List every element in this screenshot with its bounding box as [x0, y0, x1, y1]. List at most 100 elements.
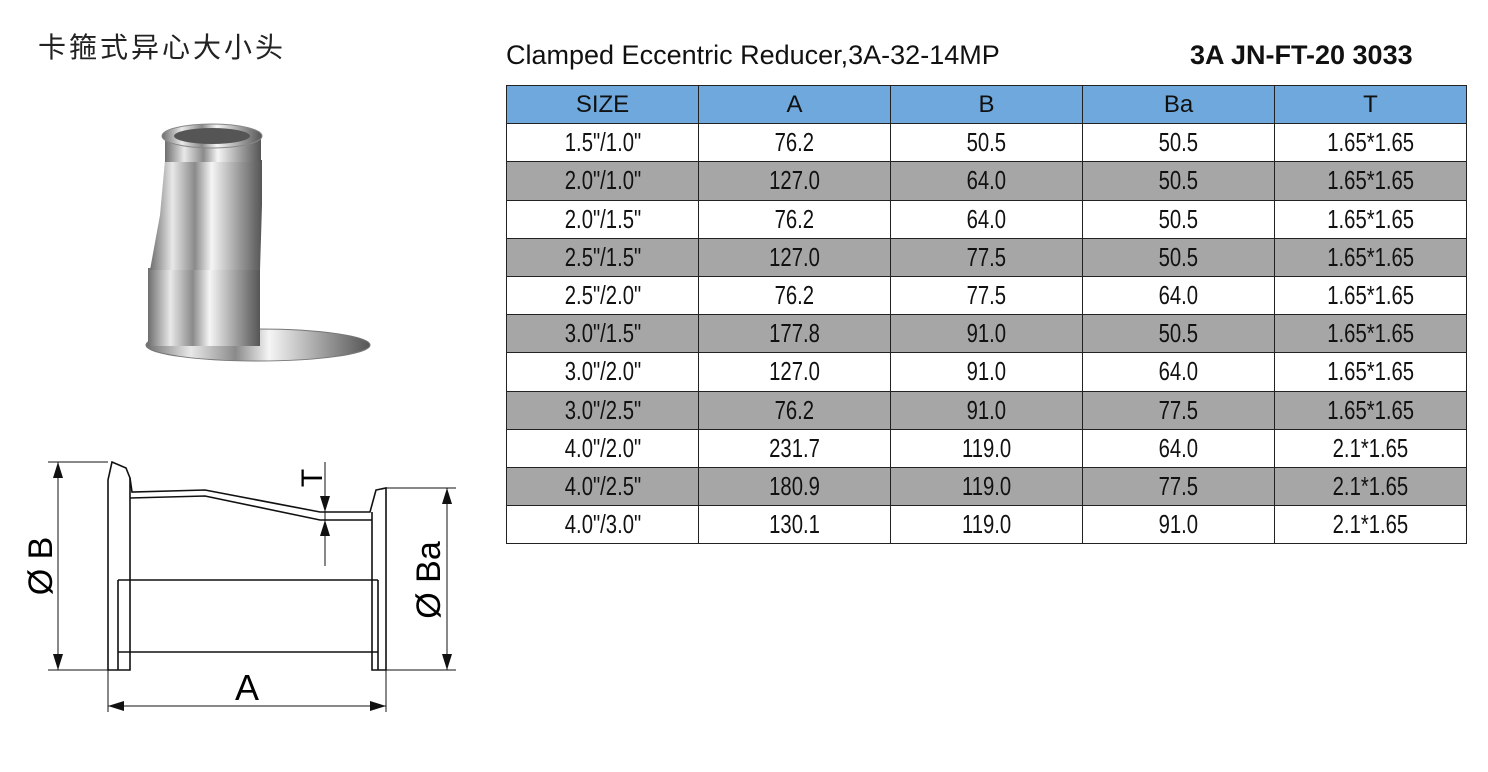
table-cell: 77.5: [890, 237, 1083, 277]
table-row: 2.5"/2.0" 76.2 77.5 64.0 1.65*1.65: [506, 275, 1467, 316]
table-cell: 77.5: [1082, 466, 1275, 507]
table-cell: SIZE: [506, 84, 699, 125]
table-cell: 76.2: [698, 390, 891, 430]
cell-text: 119.0: [961, 470, 1012, 501]
table-cell: 77.5: [890, 275, 1083, 316]
table-cell: 77.5: [1082, 390, 1275, 430]
table-cell: 2.1*1.65: [1274, 428, 1467, 468]
table-cell: 2.1*1.65: [1274, 466, 1467, 507]
table-cell: 1.65*1.65: [1274, 199, 1467, 239]
cell-text: 50.5: [1158, 318, 1199, 349]
table-row: 4.0"/3.0" 130.1 119.0 91.0 2.1*1.65: [506, 505, 1467, 545]
cell-text: 127.0: [769, 241, 820, 272]
table-cell: 50.5: [1082, 123, 1275, 163]
table-cell: 2.1*1.65: [1274, 505, 1467, 545]
table-cell: 50.5: [1082, 199, 1275, 239]
cell-text: 76.2: [774, 203, 815, 234]
cell-text: 50.5: [1158, 165, 1199, 196]
cell-text: 2.1*1.65: [1332, 470, 1409, 501]
cell-text: 1.65*1.65: [1327, 394, 1414, 425]
cell-text: 64.0: [1158, 432, 1199, 463]
label-ba: Ø Ba: [410, 541, 448, 619]
table-cell: 50.5: [1082, 161, 1275, 201]
cell-text: 2.1*1.65: [1332, 509, 1409, 540]
cell-text: 127.0: [769, 356, 820, 387]
table-cell: 119.0: [890, 466, 1083, 507]
table-cell: 91.0: [890, 390, 1083, 430]
table-cell: 50.5: [1082, 237, 1275, 277]
cell-text: SIZE: [575, 90, 630, 118]
table-cell: 2.0"/1.0": [506, 161, 699, 201]
table-cell: 2.0"/1.5": [506, 199, 699, 239]
cell-text: 77.5: [966, 280, 1007, 311]
cell-text: 177.8: [769, 318, 820, 349]
table-cell: A: [698, 84, 891, 125]
cell-text: 64.0: [966, 203, 1007, 234]
cell-text: 119.0: [961, 432, 1012, 463]
table-cell: 2.5"/1.5": [506, 237, 699, 277]
table-cell: 76.2: [698, 123, 891, 163]
table-cell: 76.2: [698, 275, 891, 316]
table-cell: 64.0: [1082, 352, 1275, 392]
cell-text: 91.0: [1158, 509, 1199, 540]
table-cell: 1.65*1.65: [1274, 123, 1467, 163]
cell-text: 1.65*1.65: [1327, 356, 1414, 387]
table-row: 1.5"/1.0" 76.2 50.5 50.5 1.65*1.65: [506, 123, 1467, 163]
cell-text: Ba: [1163, 90, 1194, 118]
cell-text: 1.65*1.65: [1327, 280, 1414, 311]
cell-text: 91.0: [966, 318, 1007, 349]
cell-text: 76.2: [774, 280, 815, 311]
cell-text: 3.0"/1.5": [564, 318, 641, 349]
table-cell: 4.0"/2.0": [506, 428, 699, 468]
header-row: SIZE A B Ba T: [506, 84, 1467, 125]
title: Clamped Eccentric Reducer,3A-32-14MP: [506, 40, 1000, 70]
cell-text: 4.0"/3.0": [564, 509, 641, 540]
cell-text: 2.0"/1.5": [564, 203, 641, 234]
cell-text: 50.5: [1158, 241, 1199, 272]
table-row: 2.5"/1.5" 127.0 77.5 50.5 1.65*1.65: [506, 237, 1467, 277]
cell-text: 3.0"/2.0": [564, 356, 641, 387]
table-cell: B: [890, 84, 1083, 125]
table-cell: 177.8: [698, 314, 891, 354]
table-cell: 50.5: [890, 123, 1083, 163]
cell-text: 1.65*1.65: [1327, 241, 1414, 272]
table-cell: 91.0: [890, 352, 1083, 392]
cell-text: 1.5"/1.0": [564, 127, 641, 158]
spec-table: SIZE A B Ba T 1.5"/1.0" 76.2 50.5 50.5 1.65*1.65 2…: [506, 84, 1467, 545]
table-cell: 127.0: [698, 352, 891, 392]
arrowheads: [53, 462, 452, 711]
label-b: Ø B: [22, 537, 60, 596]
cell-text: B: [978, 90, 995, 118]
table-cell: 1.65*1.65: [1274, 314, 1467, 354]
cell-text: 1.65*1.65: [1327, 203, 1414, 234]
table-row: 3.0"/2.5" 76.2 91.0 77.5 1.65*1.65: [506, 390, 1467, 430]
cell-text: 180.9: [769, 470, 820, 501]
cell-text: 50.5: [966, 127, 1007, 158]
cell-text: 2.0"/1.0": [564, 165, 641, 196]
cell-text: 77.5: [1158, 470, 1199, 501]
table-cell: 91.0: [1082, 505, 1275, 545]
table-cell: 1.5"/1.0": [506, 123, 699, 163]
table-cell: 1.65*1.65: [1274, 237, 1467, 277]
cell-text: T: [1363, 90, 1378, 118]
cell-text: 91.0: [966, 356, 1007, 387]
table-cell: 3.0"/1.5": [506, 314, 699, 354]
product-code: 3A JN-FT-20 3033: [1190, 40, 1413, 70]
table-cell: 76.2: [698, 199, 891, 239]
cell-text: 76.2: [774, 394, 815, 425]
table-cell: 3.0"/2.0": [506, 352, 699, 392]
label-a: A: [235, 667, 259, 708]
cell-text: 2.5"/1.5": [564, 241, 641, 272]
cell-text: 50.5: [1158, 203, 1199, 234]
table-cell: 1.65*1.65: [1274, 161, 1467, 201]
title-cn: 卡箍式异心大小头: [38, 31, 287, 64]
cell-text: 50.5: [1158, 127, 1199, 158]
cell-text: 119.0: [961, 509, 1012, 540]
cell-text: 77.5: [1158, 394, 1199, 425]
table-cell: 1.65*1.65: [1274, 275, 1467, 316]
cell-text: 77.5: [966, 241, 1007, 272]
cell-text: 1.65*1.65: [1327, 127, 1414, 158]
cell-text: 91.0: [966, 394, 1007, 425]
table-cell: 64.0: [890, 161, 1083, 201]
